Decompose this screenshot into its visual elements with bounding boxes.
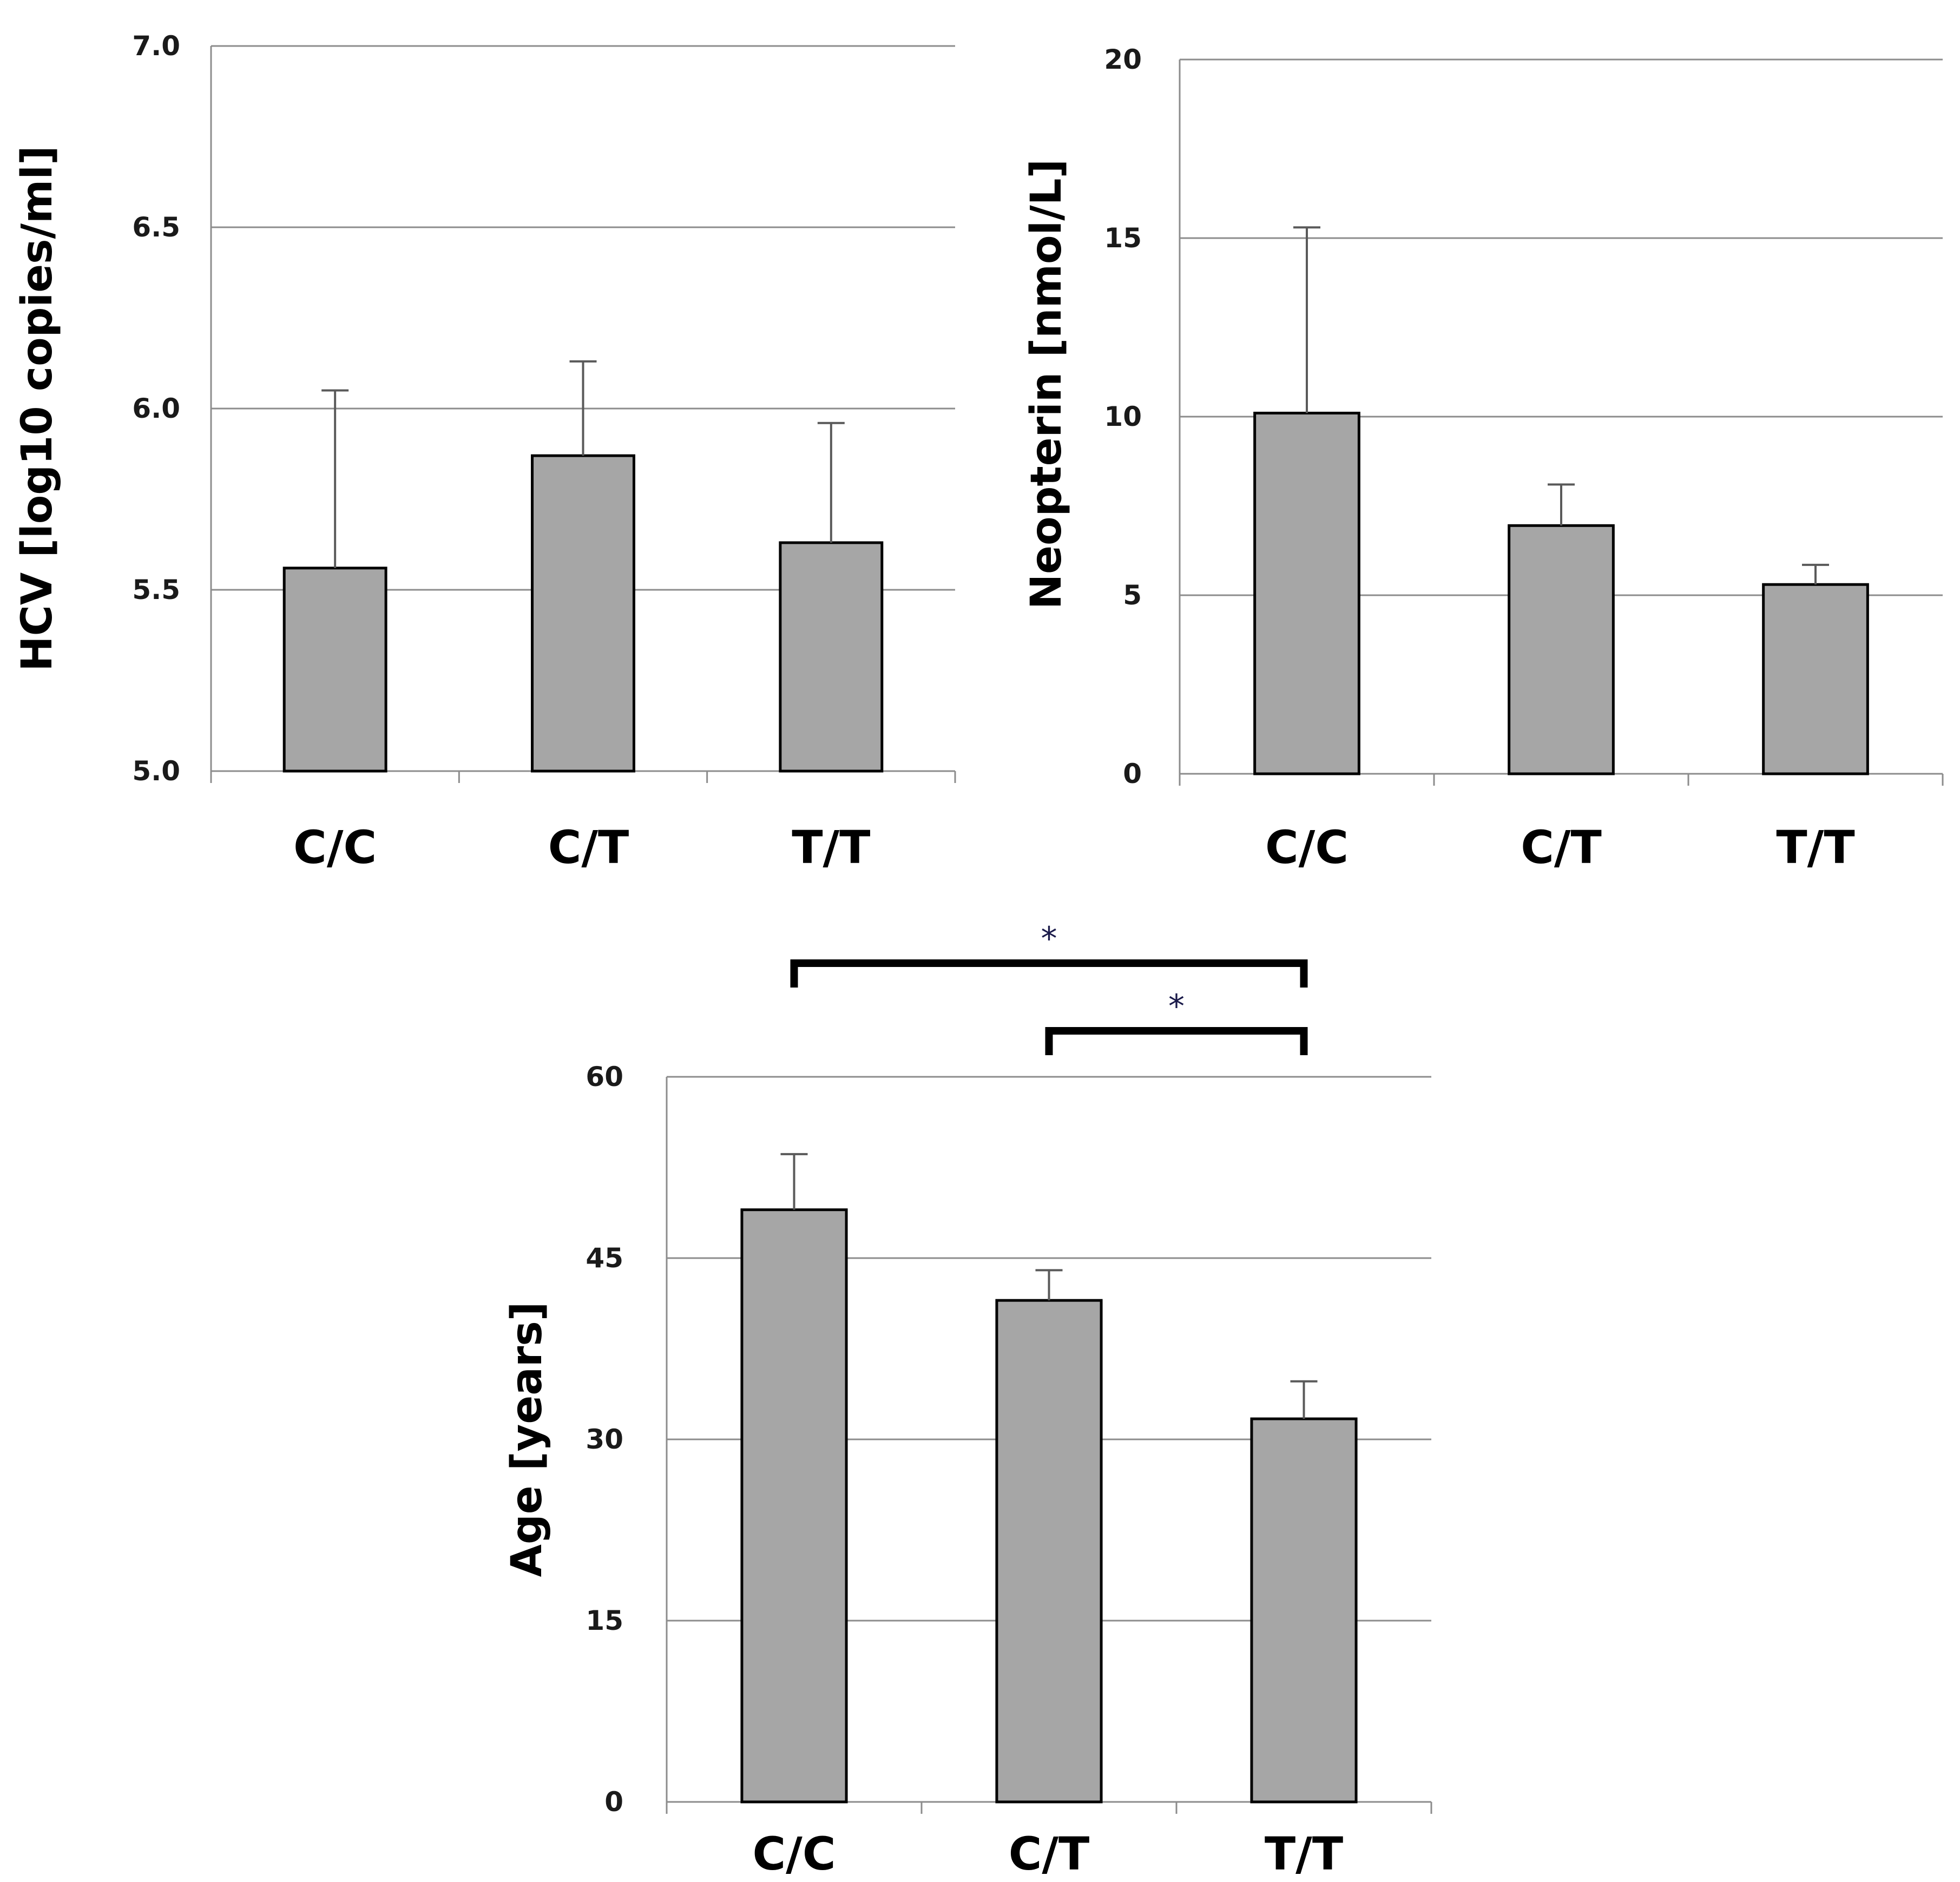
significance-label: * bbox=[1041, 920, 1057, 958]
y-tick-label: 5 bbox=[1123, 580, 1142, 611]
bar-C/C bbox=[282, 567, 387, 773]
significance-bracket bbox=[1045, 1027, 1308, 1055]
y-tick-label: 7.0 bbox=[132, 30, 180, 62]
category-label: C/T bbox=[548, 821, 629, 874]
y-tick-label: 20 bbox=[1104, 44, 1142, 75]
y-axis-title: Age [years] bbox=[503, 1302, 551, 1577]
y-tick-label: 15 bbox=[1104, 222, 1142, 254]
category-label: C/C bbox=[753, 1827, 836, 1880]
y-axis-title: Neopterin [nmol/L] bbox=[1022, 159, 1071, 609]
category-label: C/C bbox=[1265, 821, 1349, 874]
chart-neopterin: 0 5 10 15 20 C/C C/T T/T Neopterin [nmol/L] bbox=[1022, 44, 1944, 874]
y-tick-label: 0 bbox=[1123, 758, 1142, 789]
chart-age: 0 15 30 45 60 C/C C/T T/T Age [years] * * bbox=[503, 920, 1432, 1880]
y-tick-label: 60 bbox=[586, 1061, 623, 1093]
y-tick-label: 5.0 bbox=[132, 755, 180, 787]
bar-C/T bbox=[1508, 524, 1615, 775]
bar-C/T bbox=[531, 454, 635, 773]
significance-label: * bbox=[1168, 988, 1185, 1025]
category-label: T/T bbox=[1265, 1827, 1343, 1880]
y-tick-label: 6.5 bbox=[132, 212, 180, 243]
bar-T/T bbox=[1250, 1417, 1358, 1804]
bar-T/T bbox=[1762, 583, 1869, 775]
bar-C/C bbox=[740, 1208, 848, 1804]
y-tick-label: 0 bbox=[604, 1786, 623, 1818]
y-tick-label: 10 bbox=[1104, 401, 1142, 432]
y-axis-title: HCV [log10 copies/ml] bbox=[13, 146, 62, 671]
category-label: C/T bbox=[1009, 1827, 1090, 1880]
bar-C/C bbox=[1253, 411, 1360, 775]
y-tick-label: 45 bbox=[586, 1242, 623, 1274]
category-label: C/T bbox=[1521, 821, 1602, 874]
category-label: T/T bbox=[1776, 821, 1854, 874]
category-label: C/C bbox=[293, 821, 377, 874]
y-tick-label: 5.5 bbox=[132, 574, 180, 606]
y-tick-label: 15 bbox=[586, 1605, 623, 1636]
bar-C/T bbox=[995, 1299, 1103, 1804]
y-tick-label: 6.0 bbox=[132, 393, 180, 424]
y-tick-label: 30 bbox=[586, 1424, 623, 1455]
bar-T/T bbox=[779, 541, 884, 773]
category-label: T/T bbox=[792, 821, 870, 874]
significance-bracket bbox=[790, 959, 1308, 988]
chart-hcv: 5.0 5.5 6.0 6.5 7.0 C/C C/T T/T HCV [log10 copie… bbox=[13, 30, 956, 874]
